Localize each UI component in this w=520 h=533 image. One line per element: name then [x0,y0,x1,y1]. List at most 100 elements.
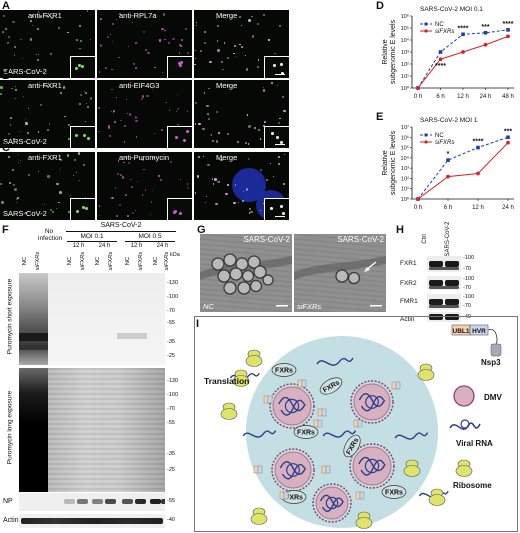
nsp3-ubl1-mini [355,491,361,500]
band [429,261,443,267]
channel-label: anti-Puromycin [119,153,170,162]
band [429,314,443,320]
dmv-inner [353,383,391,421]
fxrs-complex: FXRs [271,363,297,377]
blot-h-row-actin [427,312,461,322]
no-infection-line2: infection [38,235,63,242]
dmv-inner [352,446,392,486]
band [429,299,443,305]
em-texture [294,303,386,312]
panel-label-a: A [2,0,10,12]
np-band [92,499,103,504]
micrograph-b-channel-1: anti-FXR1 SARS-CoV-2 [0,80,95,148]
nsp3-ubl1-mini [279,491,285,500]
channel-label: Merge [216,11,238,20]
em-right-virus-label: SARS-CoV-2 [337,235,384,244]
chart-d: SARS-CoV-2 MOI 0.1 10⁰ 10¹ 10² 10³ 10⁴ 10⁵ 10⁶ 0… [382,6,514,100]
y-tick-label: 10⁴ [401,155,410,162]
legend-marker [424,133,428,137]
panel-label-b: B [2,70,10,82]
nsp3-ubl1-mini [297,379,303,388]
vesicle [211,257,225,271]
chart-body: SARS-CoV-2 MOI 1 10⁰ 10¹ 10² 10³ 10⁴ 10⁵ 10⁶ 10⁷… [382,117,514,211]
micrograph-c-channel-1: anti-FXR1 SARS-CoV-2 [0,152,95,220]
y-tick-label: 10² [401,176,409,182]
legend-viral-rna: Viral RNA [456,439,493,448]
side-label-short: Puromycin short exposure [6,278,14,355]
vesicle [241,269,255,283]
significance-marker: *** [504,128,512,135]
row-label-actin: Actin [400,316,415,323]
nsp3-ubl1-mini [353,419,359,428]
legend-nsp3-tail [487,329,498,345]
arrow-head [364,267,370,272]
legend-label: siFXRs [435,140,454,146]
ribosome-large [417,369,435,381]
dmv-outer [312,483,352,523]
chart-e: SARS-CoV-2 MOI 1 10⁰ 10¹ 10² 10³ 10⁴ 10⁵ 10⁶ 10⁷… [382,117,514,211]
nsp3-ubl1-mini [321,465,327,474]
y-tick-label: 10⁶ [401,134,409,141]
dmv [312,483,352,523]
mw-marker-long: -25 [167,467,175,473]
fxrs-ellipse [271,363,297,377]
kda-label: kDa [170,252,180,258]
dmv [350,380,394,424]
mw-marker-long: -35 [167,451,175,457]
np-band [64,499,75,504]
significance-marker: * [447,151,450,158]
mw-marker-h: -100 [463,276,475,282]
x-tick-label: 48 h [502,94,514,100]
legend-rna-knot [460,419,470,429]
mw-marker-short: -100 [167,294,179,300]
legend-label: siFXRs [435,29,454,35]
em-texture [200,243,292,253]
side-label-long: Puromycin long exposure [6,390,14,465]
nsp3-hvr-mini [395,381,401,390]
point-siFXRs [446,174,450,179]
nsp3-hvr-mini [317,419,323,428]
legend-marker [424,140,428,144]
time-12h-b: 12 h [130,243,143,249]
row-label-fmr1: FMR1 [400,298,418,305]
lane-label: NC [125,256,131,266]
significance-marker: **** [458,25,469,32]
significance-marker: **** [435,63,446,70]
dmv-rna-knot [286,463,300,477]
zoom-inset [264,126,289,148]
mw-marker-long: -130 [167,378,179,384]
micrograph-b-merge: Merge [194,80,289,148]
series-line-NC [417,29,509,89]
em-texture [294,278,386,288]
panel-label-g: G [197,224,206,236]
legend-nsp3: Nsp3 [481,358,501,367]
np-band [135,499,146,504]
y-axis-label: Relativesubgenomic E levels [382,19,397,84]
em-image-sifxrs: SARS-CoV-2 siFXRs [294,234,386,312]
dmv-inner [274,451,312,489]
legend-nsp3-transmembrane [490,343,502,357]
lane-label: siFXRs [35,251,41,271]
mw-marker-short: -55 [167,320,175,326]
dmv-rna [279,461,307,480]
nsp3-hvr-mini [321,408,327,417]
y-axis-label-line: subgenomic E levels [390,19,397,84]
lane-label: NC [95,256,101,266]
western-blot-f: No infection SARS-CoV-2 MOI 0.1 MOI 0.5 … [0,222,190,533]
western-blot-h: Ctrl SARS-CoV-2 FXR1 FXR2 FMR1 Actin -100 -70 -1… [400,222,520,326]
point-siFXRs [416,197,420,201]
em-right-condition: siFXRs [297,302,322,311]
x-tick-label: 0 h [414,94,422,100]
fxrs-complex: FXRs [343,434,361,458]
moi-label-2: MOI 0.5 [138,233,162,240]
channel-label: anti-EIF4G3 [119,81,160,90]
em-texture [200,293,292,303]
point-NC [506,135,510,140]
channel-label: anti-FXR1 [28,153,62,162]
channel-label: anti-RPL7a [119,11,157,20]
ribosome-large [220,408,238,420]
em-texture [294,283,386,293]
vesicle [347,271,361,285]
y-tick-label: 10⁵ [401,145,409,152]
blot-long-exposure [19,368,165,492]
